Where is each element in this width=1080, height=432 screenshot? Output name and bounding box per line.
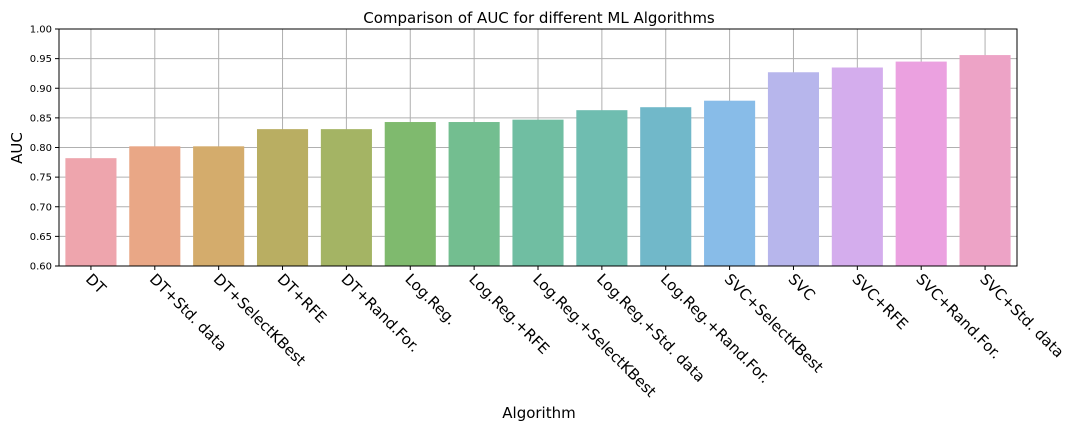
bar [193,146,245,266]
bar [576,110,628,266]
y-axis: 0.60 0.65 0.70 0.75 0.80 0.85 0.90 0.95 1.00 [30,25,59,273]
y-tick-label: 1.00 [30,25,52,36]
x-tick-label: Log.Reg.+Rand.For. [657,270,774,387]
bar [959,55,1011,266]
y-tick-label: 0.95 [30,54,52,65]
bar [65,158,117,266]
bars [65,55,1011,267]
bar [256,129,309,266]
x-tick-label: Log.Reg.+Std. data [593,270,709,386]
y-tick-label: 0.80 [30,143,52,154]
bar [831,67,883,266]
x-tick-label: SVC [785,270,819,304]
bar [704,100,756,266]
x-tick-label: DT+RFE [274,270,330,326]
x-tick-label: Log.Reg. [401,270,460,329]
bar [767,72,820,266]
bar [384,122,436,267]
y-tick-label: 0.60 [30,262,52,273]
bar [640,107,692,267]
x-tick-label: SVC+RFE [849,270,912,333]
y-tick-label: 0.65 [30,232,52,243]
x-tick-label: DT [82,270,110,298]
y-tick-label: 0.90 [30,84,52,95]
y-tick-label: 0.85 [30,113,52,124]
x-tick-label: Log.Reg.+SelectKBest [529,270,660,401]
bar [895,61,947,267]
bar [320,129,372,266]
y-tick-label: 0.75 [30,173,52,184]
y-tick-label: 0.70 [30,202,52,213]
bar [448,122,500,267]
y-axis-title: AUC [8,132,26,164]
chart-title: Comparison of AUC for different ML Algor… [363,9,715,27]
bar [129,146,181,266]
bar [512,119,564,266]
x-axis-title: Algorithm [502,404,575,422]
